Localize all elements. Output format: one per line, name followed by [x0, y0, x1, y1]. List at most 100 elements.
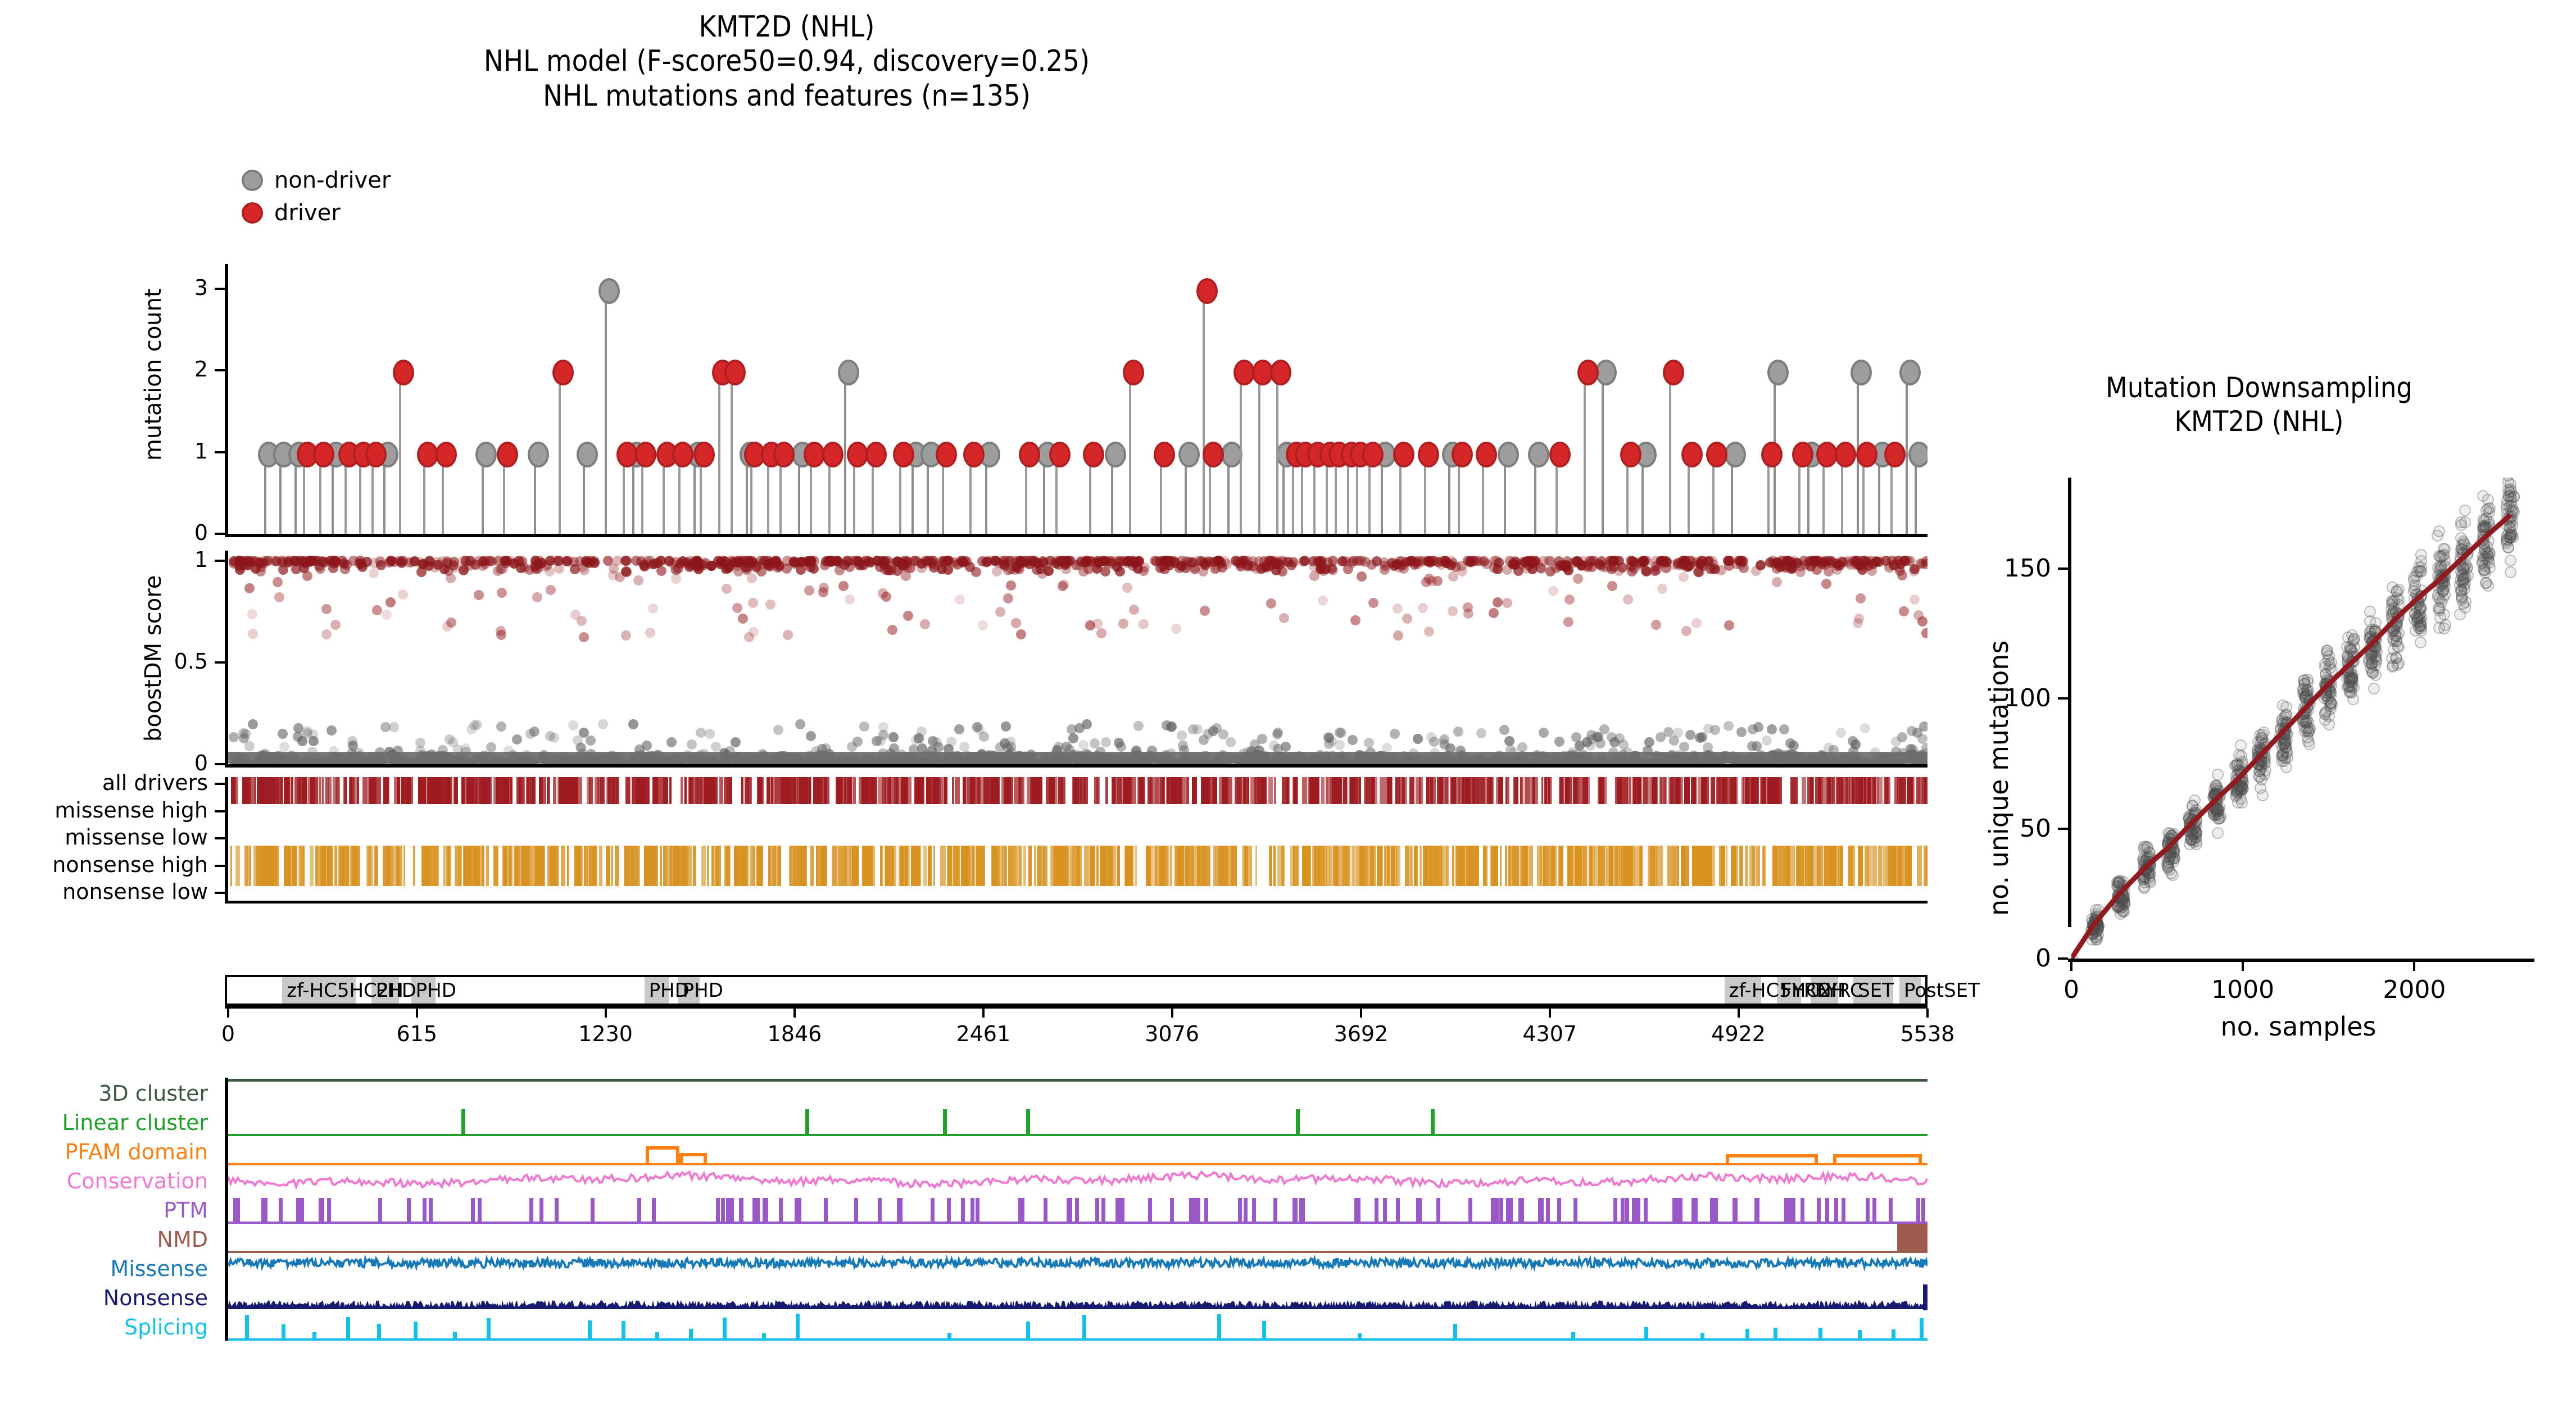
mutation-marker[interactable] — [1233, 360, 1255, 386]
boostdm-driver-point — [887, 624, 897, 635]
mutation-marker[interactable] — [1856, 441, 1878, 467]
mutation-marker[interactable] — [1270, 360, 1292, 386]
boostdm-nondriver-point — [1390, 729, 1400, 739]
mutation-marker[interactable] — [1899, 360, 1921, 386]
category-bar — [1473, 777, 1479, 804]
category-bar — [235, 845, 240, 886]
category-bar — [1202, 777, 1208, 804]
mutation-marker[interactable] — [1476, 441, 1498, 467]
mutation-marker[interactable] — [963, 441, 985, 467]
mutation-marker[interactable] — [693, 441, 715, 467]
mutation-needle — [503, 452, 506, 534]
ptm-mark — [1396, 1198, 1400, 1223]
mutation-marker[interactable] — [1724, 441, 1746, 467]
mutation-marker[interactable] — [822, 441, 844, 467]
boostdm-driver-point — [397, 589, 408, 600]
mutation-marker[interactable] — [892, 441, 914, 467]
mutation-marker[interactable] — [436, 441, 457, 467]
category-bar — [1756, 845, 1761, 886]
boostdm-driver-point — [415, 556, 425, 567]
mutation-marker[interactable] — [1104, 441, 1126, 467]
boostdm-driver-point — [613, 556, 623, 566]
mutation-marker[interactable] — [1663, 360, 1685, 386]
mutation-marker[interactable] — [1577, 360, 1599, 386]
boostdm-driver-point — [1005, 580, 1016, 591]
mutation-marker[interactable] — [1792, 441, 1813, 467]
mutation-marker[interactable] — [635, 441, 657, 467]
mutation-marker[interactable] — [1049, 441, 1071, 467]
mutation-marker[interactable] — [1706, 441, 1727, 467]
category-bar — [1475, 845, 1479, 886]
mutation-marker[interactable] — [1884, 441, 1906, 467]
boostdm-nondriver-point — [466, 724, 477, 735]
mutation-marker[interactable] — [1393, 441, 1414, 467]
mutation-marker[interactable] — [1595, 360, 1617, 386]
mutation-marker[interactable] — [475, 441, 497, 467]
mutation-marker[interactable] — [1451, 441, 1473, 467]
boostdm-driver-point — [622, 556, 632, 566]
mutation-marker[interactable] — [1761, 441, 1783, 467]
mutation-marker[interactable] — [672, 441, 693, 467]
category-bar — [840, 845, 844, 886]
category-bar — [1182, 777, 1186, 804]
mutation-marker[interactable] — [1196, 278, 1218, 304]
mutation-marker[interactable] — [577, 441, 598, 467]
boostdm-driver-point — [809, 556, 820, 566]
category-bar — [1897, 845, 1901, 886]
mutation-marker[interactable] — [936, 441, 958, 467]
mutation-marker[interactable] — [773, 441, 795, 467]
mutation-marker[interactable] — [528, 441, 550, 467]
category-bar — [1459, 845, 1464, 886]
mutation-marker[interactable] — [1178, 441, 1200, 467]
category-bar — [1146, 845, 1151, 886]
boostdm-driver-point — [1835, 556, 1846, 566]
category-bar — [1648, 777, 1650, 804]
mutation-marker[interactable] — [837, 360, 859, 386]
boostdm-nondriver-point — [1257, 733, 1267, 744]
mutation-needle — [331, 452, 334, 534]
pfam-step — [1833, 1154, 1922, 1165]
mutation-marker[interactable] — [1083, 441, 1105, 467]
mutation-marker[interactable] — [1816, 441, 1838, 467]
mutation-needle — [359, 452, 361, 534]
category-bar — [1057, 777, 1060, 804]
mutation-marker[interactable] — [1681, 441, 1703, 467]
category-bar — [1847, 845, 1853, 886]
mutation-marker[interactable] — [1123, 360, 1145, 386]
protein-x-tick-label: 2461 — [956, 1021, 1011, 1046]
category-bar — [1096, 845, 1099, 886]
mutation-marker[interactable] — [1835, 441, 1857, 467]
mutation-marker[interactable] — [1018, 441, 1040, 467]
mutation-marker[interactable] — [1908, 441, 1928, 467]
boostdm-driver-point — [1899, 606, 1910, 616]
mutation-marker[interactable] — [724, 360, 746, 386]
boostdm-driver-point — [874, 562, 885, 573]
category-bar — [1722, 777, 1727, 804]
mutation-marker[interactable] — [1497, 441, 1519, 467]
mutation-marker[interactable] — [1549, 441, 1571, 467]
boostdm-nondriver-point — [1226, 737, 1236, 747]
mutation-marker[interactable] — [1850, 360, 1872, 386]
mutation-marker[interactable] — [1203, 441, 1224, 467]
protein-x-tick — [1171, 1009, 1173, 1018]
mutation-marker[interactable] — [1362, 441, 1384, 467]
mutation-marker[interactable] — [1620, 441, 1641, 467]
mutation-marker[interactable] — [365, 441, 387, 467]
mutation-marker[interactable] — [598, 278, 620, 304]
boostdm-driver-point — [562, 556, 573, 566]
mutation-marker[interactable] — [865, 441, 887, 467]
mutation-marker[interactable] — [497, 441, 519, 467]
category-bar — [1175, 777, 1177, 804]
category-bar — [1878, 845, 1882, 886]
mutation-needle — [779, 452, 782, 534]
category-bar — [1196, 845, 1200, 886]
mutation-marker[interactable] — [392, 360, 414, 386]
mutation-marker[interactable] — [552, 360, 574, 386]
category-bar — [955, 777, 960, 804]
mutation-marker[interactable] — [1767, 360, 1789, 386]
mutation-needle — [1730, 452, 1733, 534]
mutation-marker[interactable] — [312, 441, 334, 467]
mutation-marker[interactable] — [1417, 441, 1439, 467]
mutation-marker[interactable] — [1153, 441, 1175, 467]
mutation-marker[interactable] — [1528, 441, 1550, 467]
